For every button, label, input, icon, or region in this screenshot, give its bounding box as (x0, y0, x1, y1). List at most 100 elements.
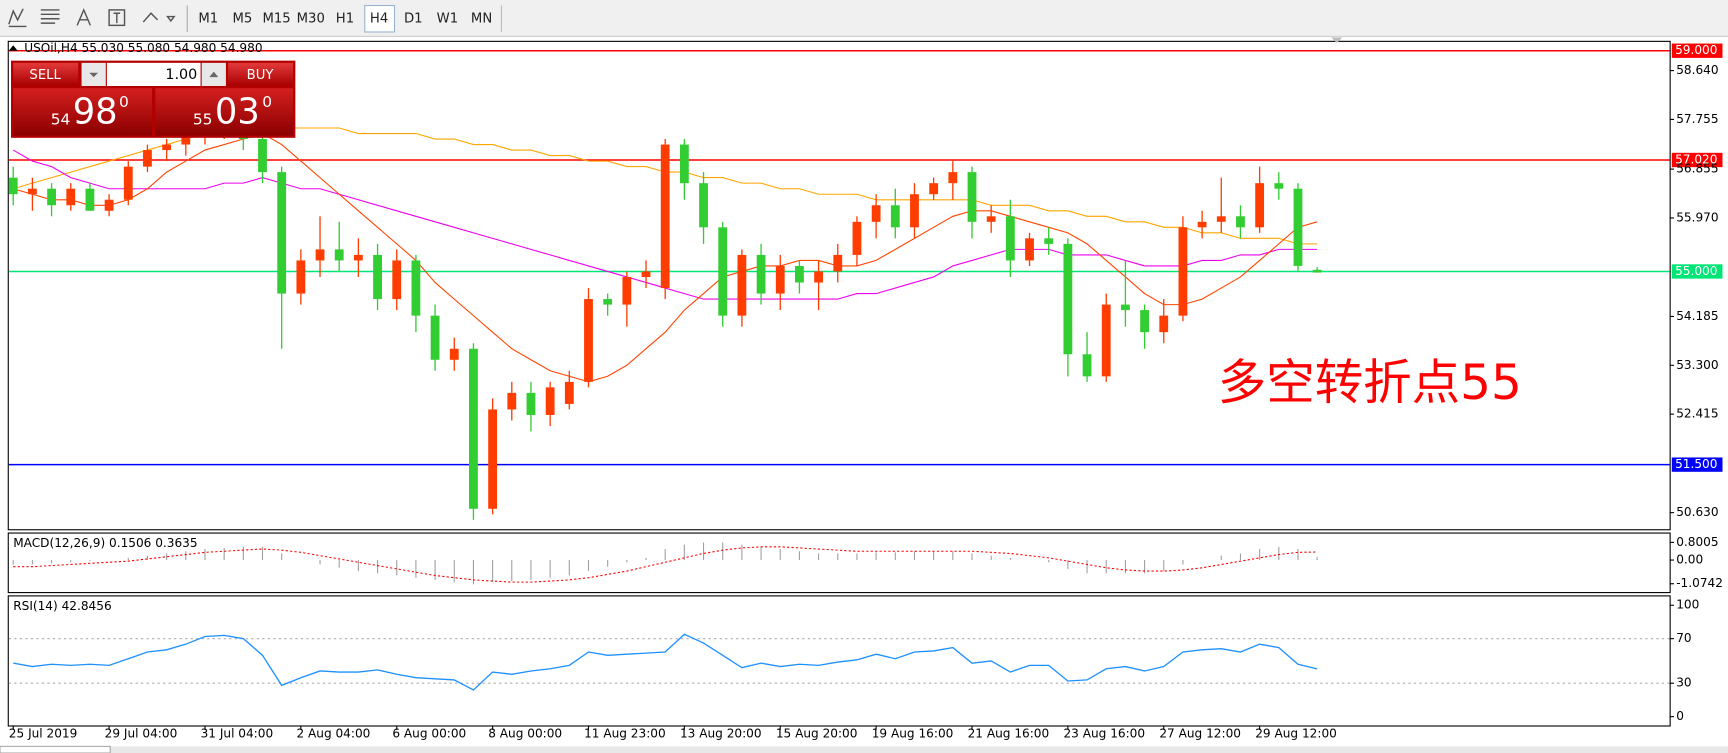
timeframe-button[interactable]: H1 (336, 12, 354, 27)
timeframe-button[interactable]: D1 (404, 12, 423, 27)
candle-body (123, 166, 133, 200)
candle-body (488, 409, 498, 509)
lot-input[interactable] (106, 62, 201, 86)
timeframe-button[interactable]: MN (471, 12, 492, 27)
y-tick-label: 52.415 (1676, 407, 1718, 421)
sell-label: SELL (29, 68, 61, 83)
icon-list[interactable] (40, 9, 60, 24)
candle-body (181, 133, 191, 145)
moving-average (13, 132, 1318, 383)
candle-body (1216, 216, 1226, 222)
candle-body (871, 205, 881, 222)
candle-body (85, 188, 95, 211)
x-tick-label: 2 Aug 04:00 (296, 727, 370, 741)
ask-pips: 03 (215, 92, 260, 133)
pane-title: MACD(12,26,9) 0.1506 0.3635 (13, 536, 197, 550)
candle-body (47, 188, 56, 206)
timeframe-button[interactable]: W1 (437, 12, 458, 27)
bid-box[interactable] (13, 88, 153, 136)
buy-button[interactable] (228, 62, 294, 86)
candle-body (1140, 310, 1149, 333)
ask-fraction: 0 (262, 93, 272, 111)
y-tick-label: 57.755 (1676, 112, 1718, 126)
y-tick-label: 54.185 (1676, 309, 1718, 323)
tab[interactable] (0, 745, 111, 753)
lot-value: 1.00 (165, 67, 197, 83)
candle-body (334, 249, 344, 261)
level-tag (1671, 152, 1723, 168)
candle-body (27, 188, 37, 195)
candle-body (1044, 238, 1054, 244)
trade-panel: SELL 1.00 BUY 54 98 0 55 03 0 (11, 60, 296, 138)
level-label: 59.000 (1675, 43, 1717, 57)
candle-body (737, 254, 747, 316)
candle-body (373, 254, 382, 300)
candle-body (833, 254, 843, 272)
timeframe-button[interactable]: M15 (262, 12, 290, 27)
timeframe-button[interactable]: M30 (297, 12, 325, 27)
candle-body (1120, 304, 1130, 311)
candle-body (469, 348, 478, 509)
sell-button[interactable] (13, 62, 79, 86)
rsi-pane (7, 595, 1671, 727)
x-tick-label: 29 Jul 04:00 (105, 727, 178, 741)
lot-up-arrow (209, 71, 219, 78)
candle-body (449, 348, 459, 360)
ask-box[interactable] (155, 88, 294, 136)
candle-body (641, 271, 651, 277)
candle-body (986, 216, 996, 222)
timeframe-button[interactable]: H4 (370, 12, 388, 27)
ask-big-figure: 55 (193, 111, 213, 129)
tab-strip (0, 746, 1728, 753)
timeframes: M1 M5 M15 M30 H1 H4 D1 W1 MN (198, 4, 502, 33)
x-tick-label: 23 Aug 16:00 (1063, 727, 1145, 741)
candle-body (8, 177, 18, 195)
y-tick-label: 50.630 (1676, 505, 1718, 519)
icon-text[interactable] (76, 8, 92, 26)
level-tag (1671, 264, 1723, 279)
candle-body (679, 144, 689, 184)
candle-body (584, 299, 593, 382)
candle-body (1255, 183, 1265, 228)
timeframe-button[interactable]: M5 (233, 12, 253, 27)
candle-body (910, 194, 919, 228)
buy-label: BUY (247, 68, 275, 83)
y-tick-label: 56.855 (1676, 162, 1718, 176)
icon-label-t[interactable] (113, 12, 121, 24)
y-tick-label: 0.8005 (1676, 535, 1718, 549)
icon-label[interactable] (108, 9, 126, 27)
header-arrow (8, 45, 18, 51)
icon-shapes[interactable] (142, 12, 176, 23)
x-tick-label: 25 Jul 2019 (9, 727, 78, 741)
icon-indicators[interactable] (8, 8, 27, 28)
candle-body (1293, 188, 1303, 266)
y-tick-label: 30 (1676, 676, 1691, 690)
level-tag (1671, 43, 1723, 58)
x-tick-label: 11 Aug 23:00 (584, 727, 666, 741)
timeframe-active (364, 4, 396, 33)
level-label: 55.000 (1675, 264, 1717, 278)
shift-marker (1331, 37, 1343, 43)
x-tick-label: 15 Aug 20:00 (776, 727, 858, 741)
candle-body (277, 172, 287, 294)
x-tick-label: 31 Jul 04:00 (201, 727, 274, 741)
candle-body (967, 172, 977, 222)
x-tick-label: 13 Aug 20:00 (680, 727, 762, 741)
candle-body (603, 299, 613, 305)
toolbar (0, 0, 1728, 37)
candle-body (929, 183, 939, 195)
level-tag (1671, 457, 1723, 472)
timeframe-button[interactable]: M1 (198, 12, 218, 27)
y-tick-label: 70 (1676, 631, 1691, 645)
level-label: 51.500 (1675, 457, 1717, 471)
x-tick-label: 27 Aug 12:00 (1159, 727, 1241, 741)
candle-body (526, 392, 536, 415)
candle-body (1082, 354, 1092, 377)
chart-header: USOil,H4 55.030 55.080 54.980 54.980 (24, 41, 262, 55)
y-tick-label: 100 (1676, 598, 1699, 612)
candle-body (1101, 304, 1111, 377)
x-tick-label: 8 Aug 00:00 (488, 727, 562, 741)
candle-body (1274, 183, 1284, 189)
candle-body (66, 188, 76, 206)
